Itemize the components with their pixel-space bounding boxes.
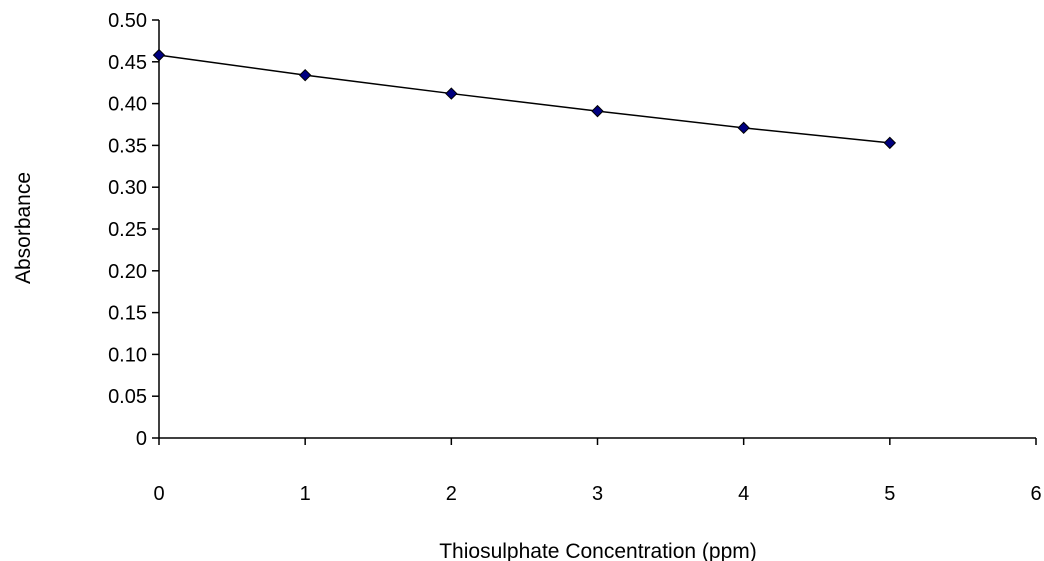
y-tick-label: 0.50: [108, 10, 147, 32]
series-line: [158, 54, 890, 144]
y-tick-label: 0.35: [108, 135, 147, 157]
y-tick-label: 0.40: [108, 94, 147, 116]
y-tick-label: 0.30: [108, 177, 147, 199]
x-tick-label: 1: [300, 483, 311, 505]
y-tick-label: 0.05: [108, 386, 147, 408]
data-point: [298, 68, 312, 82]
x-axis-title: Thiosulphate Concentration (ppm): [439, 540, 757, 561]
y-axis: 0 0.05 0.10 0.15 0.20 0.25 0.30 0.35 0.40 0.45 0.5…: [108, 10, 160, 450]
x-tick-label: 4: [738, 483, 749, 505]
y-tick-label: 0.25: [108, 219, 147, 241]
x-tick-label: 6: [1030, 483, 1041, 505]
x-axis: 0 1 2 3 4 5 6: [153, 437, 1042, 505]
series-layer: [152, 48, 897, 150]
data-point: [883, 136, 897, 150]
y-tick-label: 0.20: [108, 261, 147, 283]
data-point: [737, 121, 750, 135]
data-point: [445, 87, 458, 100]
x-tick-label: 5: [884, 483, 895, 505]
x-tick-label: 2: [446, 483, 457, 505]
y-tick-label: 0.45: [108, 52, 147, 74]
y-axis-title: Absorbance: [12, 172, 35, 284]
data-point: [591, 104, 604, 118]
y-tick-label: 0: [136, 428, 147, 450]
x-tick-label: 3: [592, 483, 603, 505]
data-point: [152, 48, 166, 62]
y-tick-label: 0.10: [108, 344, 147, 366]
x-tick-label: 0: [153, 483, 164, 505]
y-tick-label: 0.15: [108, 303, 147, 325]
